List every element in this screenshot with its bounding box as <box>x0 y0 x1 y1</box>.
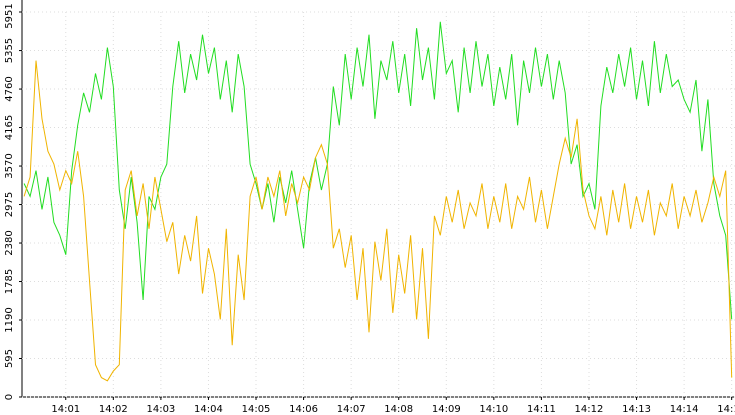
x-tick-label: 14:02 <box>99 404 128 415</box>
y-tick-label: 5355 <box>4 38 15 63</box>
x-tick-label: 14:05 <box>242 404 271 415</box>
y-tick-label: 595 <box>4 349 15 368</box>
x-tick-label: 14:10 <box>479 404 508 415</box>
y-tick-label: 2975 <box>4 192 15 217</box>
x-tick-label: 14:01 <box>51 404 80 415</box>
y-tick-label: 4760 <box>4 76 15 101</box>
x-tick-label: 14:08 <box>384 404 413 415</box>
series-line <box>23 21 733 320</box>
y-tick-label: 4165 <box>4 115 15 140</box>
y-tick-label: 1190 <box>4 307 15 332</box>
y-tick-label: 1785 <box>4 269 15 294</box>
x-tick-label: 14:13 <box>622 404 651 415</box>
x-tick-label: 14:12 <box>575 404 604 415</box>
y-tick-label: 3570 <box>4 153 15 178</box>
x-tick-label: 14:03 <box>146 404 175 415</box>
x-tick-label: 14:09 <box>432 404 461 415</box>
x-tick-label: 14:15 <box>717 404 735 415</box>
y-tick-label: 0 <box>4 394 15 400</box>
y-tick-label: 5951 <box>4 3 15 28</box>
x-tick-label: 14:06 <box>289 404 318 415</box>
x-tick-label: 14:04 <box>194 404 223 415</box>
series-line <box>23 60 733 382</box>
y-tick-label: 2380 <box>4 230 15 255</box>
x-tick-label: 14:14 <box>670 404 699 415</box>
x-tick-label: 14:07 <box>337 404 366 415</box>
x-tick-label: 14:11 <box>527 404 556 415</box>
